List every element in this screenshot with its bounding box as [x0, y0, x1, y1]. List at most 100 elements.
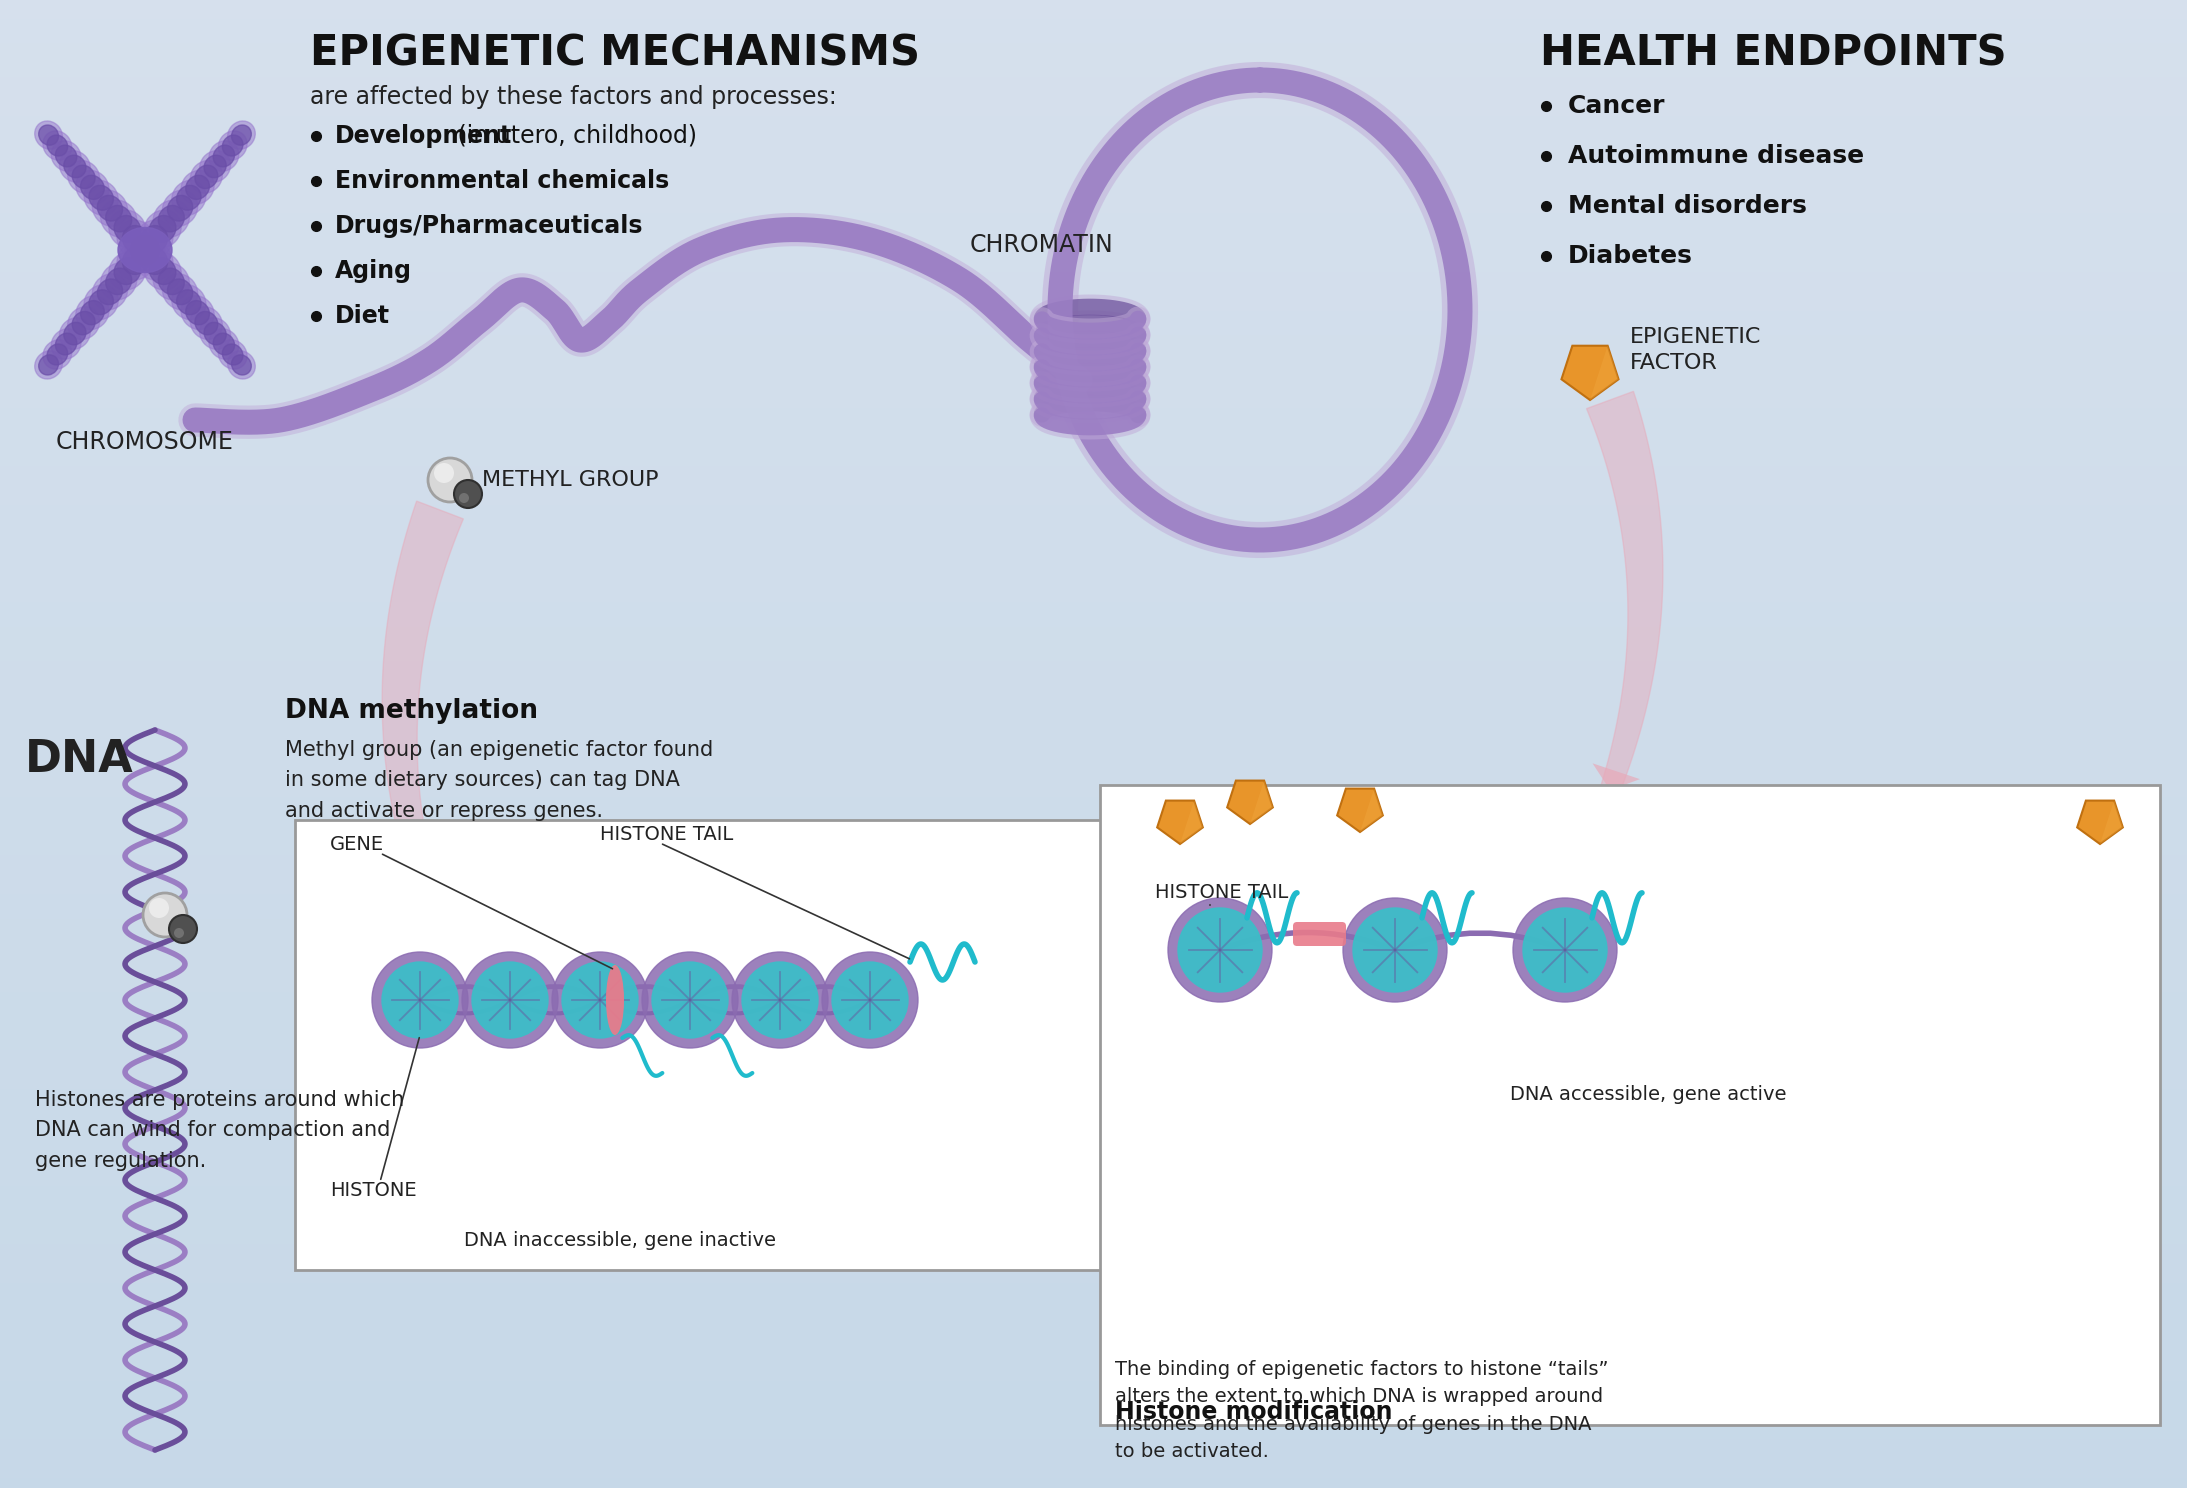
Ellipse shape: [109, 210, 147, 248]
Circle shape: [429, 458, 472, 501]
Ellipse shape: [92, 274, 127, 310]
Ellipse shape: [186, 301, 210, 324]
Ellipse shape: [90, 290, 114, 314]
Ellipse shape: [1168, 897, 1273, 1001]
Ellipse shape: [232, 354, 252, 375]
Ellipse shape: [140, 247, 168, 274]
Ellipse shape: [149, 216, 175, 243]
Text: HISTONE: HISTONE: [330, 1180, 418, 1199]
Polygon shape: [1562, 345, 1618, 400]
Text: DNA inaccessible, gene inactive: DNA inaccessible, gene inactive: [464, 1231, 776, 1250]
Ellipse shape: [101, 201, 138, 237]
Ellipse shape: [39, 354, 59, 375]
Ellipse shape: [149, 257, 175, 284]
Ellipse shape: [652, 963, 728, 1039]
Ellipse shape: [643, 952, 737, 1048]
Ellipse shape: [59, 150, 90, 182]
Ellipse shape: [461, 952, 558, 1048]
Ellipse shape: [105, 268, 131, 295]
Text: EPIGENETIC MECHANISMS: EPIGENETIC MECHANISMS: [311, 33, 921, 74]
Polygon shape: [1336, 789, 1382, 832]
Ellipse shape: [114, 257, 140, 284]
Ellipse shape: [199, 318, 230, 350]
Ellipse shape: [822, 952, 919, 1048]
FancyBboxPatch shape: [1293, 923, 1345, 946]
Ellipse shape: [48, 344, 68, 365]
Ellipse shape: [232, 125, 252, 146]
Ellipse shape: [173, 180, 206, 216]
Text: Environmental chemicals: Environmental chemicals: [335, 170, 669, 193]
Polygon shape: [409, 902, 457, 930]
Text: The binding of epigenetic factors to histone “tails”
alters the extent to which : The binding of epigenetic factors to his…: [1115, 1360, 1607, 1461]
Text: Diet: Diet: [335, 304, 389, 327]
Text: are affected by these factors and processes:: are affected by these factors and proces…: [311, 85, 838, 109]
Polygon shape: [1592, 763, 1640, 790]
Ellipse shape: [168, 195, 192, 222]
Ellipse shape: [1513, 897, 1616, 1001]
Ellipse shape: [153, 263, 190, 301]
Ellipse shape: [195, 165, 219, 189]
Text: Methyl group (an epigenetic factor found
in some dietary sources) can tag DNA
an: Methyl group (an epigenetic factor found…: [284, 740, 713, 821]
Ellipse shape: [118, 228, 173, 272]
Ellipse shape: [182, 296, 214, 329]
Ellipse shape: [44, 339, 72, 369]
Polygon shape: [1586, 391, 1662, 793]
Ellipse shape: [122, 226, 151, 253]
Ellipse shape: [1179, 908, 1262, 992]
Ellipse shape: [136, 241, 173, 280]
Polygon shape: [2100, 801, 2124, 844]
Ellipse shape: [383, 963, 457, 1039]
Ellipse shape: [68, 307, 101, 339]
Ellipse shape: [1354, 908, 1437, 992]
Ellipse shape: [83, 180, 118, 216]
Ellipse shape: [136, 220, 173, 259]
Ellipse shape: [195, 311, 219, 335]
Ellipse shape: [109, 251, 147, 290]
Ellipse shape: [186, 176, 210, 199]
Polygon shape: [1157, 801, 1203, 844]
Ellipse shape: [114, 216, 140, 243]
Text: HEALTH ENDPOINTS: HEALTH ENDPOINTS: [1540, 33, 2008, 74]
Ellipse shape: [157, 268, 184, 295]
Text: Histones are proteins around which
DNA can wind for compaction and
gene regulati: Histones are proteins around which DNA c…: [35, 1091, 405, 1171]
Ellipse shape: [39, 125, 59, 146]
Text: EPIGENETIC
FACTOR: EPIGENETIC FACTOR: [1629, 327, 1761, 373]
Ellipse shape: [212, 146, 234, 167]
Ellipse shape: [162, 274, 197, 310]
Text: Aging: Aging: [335, 259, 411, 283]
Circle shape: [142, 893, 188, 937]
Ellipse shape: [125, 229, 164, 271]
Ellipse shape: [81, 176, 105, 199]
Ellipse shape: [122, 247, 151, 274]
Ellipse shape: [98, 278, 122, 305]
Circle shape: [433, 463, 455, 484]
Ellipse shape: [551, 952, 647, 1048]
Polygon shape: [1360, 789, 1382, 832]
Ellipse shape: [372, 952, 468, 1048]
Ellipse shape: [472, 963, 549, 1039]
Ellipse shape: [1343, 897, 1448, 1001]
Ellipse shape: [203, 323, 225, 345]
Ellipse shape: [219, 131, 247, 161]
Text: Autoimmune disease: Autoimmune disease: [1568, 144, 1863, 168]
Ellipse shape: [81, 301, 105, 324]
Ellipse shape: [144, 210, 182, 248]
Ellipse shape: [741, 963, 818, 1039]
Ellipse shape: [140, 226, 168, 253]
Ellipse shape: [98, 195, 122, 222]
Text: (in utero, childhood): (in utero, childhood): [451, 124, 698, 147]
Circle shape: [459, 493, 468, 503]
Ellipse shape: [131, 235, 160, 265]
Ellipse shape: [101, 263, 138, 301]
Ellipse shape: [177, 186, 201, 210]
Ellipse shape: [144, 251, 182, 290]
Ellipse shape: [173, 284, 206, 320]
Text: GENE: GENE: [330, 835, 385, 854]
Ellipse shape: [227, 351, 256, 379]
Ellipse shape: [168, 278, 192, 305]
Ellipse shape: [55, 333, 77, 354]
Polygon shape: [1590, 345, 1618, 400]
Circle shape: [149, 897, 168, 918]
Ellipse shape: [203, 155, 225, 177]
Text: DNA: DNA: [24, 738, 133, 781]
